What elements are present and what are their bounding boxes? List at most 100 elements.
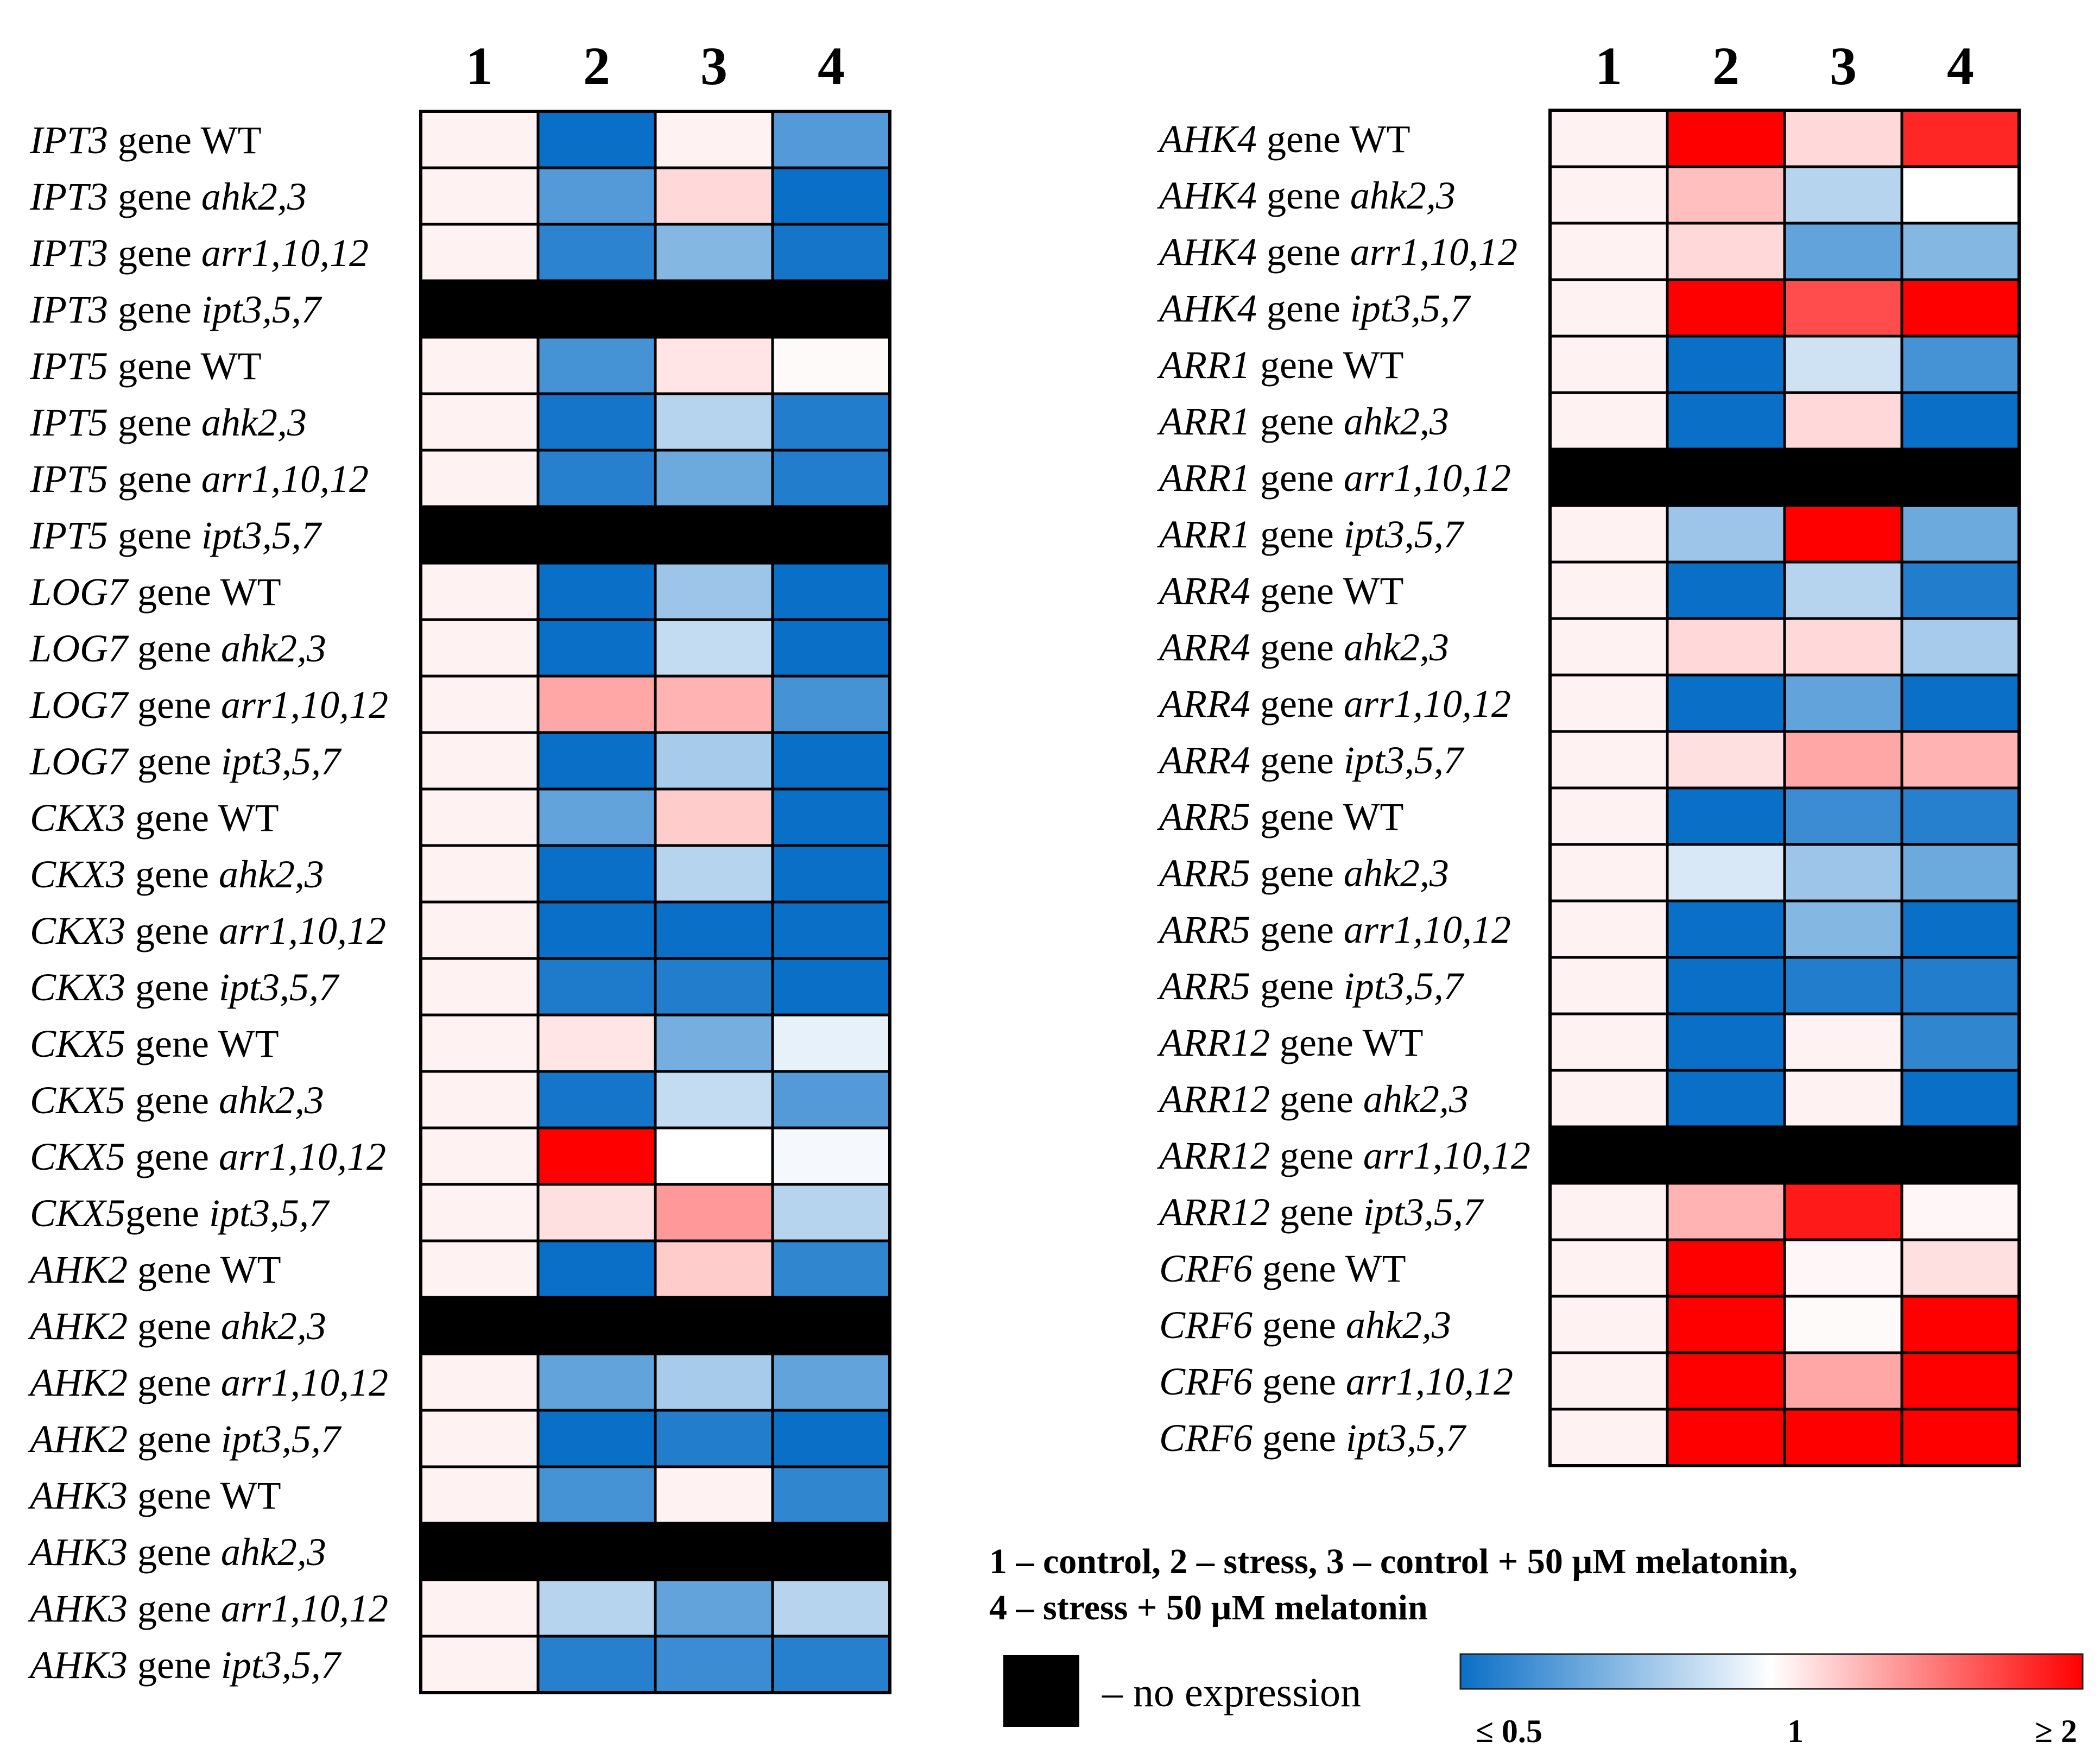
left-heatmap-cell (654, 392, 774, 452)
right-heatmap-cell (1900, 1182, 2021, 1241)
left-column-header-1: 1 (466, 36, 493, 96)
left-row-label: CKX3 gene WT (30, 796, 279, 840)
right-heatmap-cell (1666, 730, 1786, 790)
left-heatmap-cell (536, 1635, 657, 1694)
left-row-label: CKX3 gene ipt3,5,7 (30, 966, 340, 1009)
right-heatmap-cell (1900, 165, 2021, 225)
left-heatmap-cell (654, 223, 774, 282)
left-row-label: AHK2 gene arr1,10,12 (28, 1361, 388, 1404)
left-column-header-2: 2 (583, 36, 610, 96)
left-heatmap-cell (419, 279, 540, 339)
left-heatmap-cell (419, 1239, 540, 1299)
left-heatmap-cell (654, 957, 774, 1017)
right-heatmap-cell (1900, 1408, 2021, 1467)
left-heatmap-cell (419, 900, 540, 960)
right-heatmap-cell (1900, 1238, 2021, 1298)
right-heatmap-cell (1783, 843, 1903, 903)
right-row-label: ARR1 gene ahk2,3 (1157, 400, 1449, 443)
right-row-label: CRF6 gene ipt3,5,7 (1159, 1416, 1467, 1460)
right-heatmap-cell (1783, 335, 1903, 394)
left-row-label: CKX3 gene arr1,10,12 (30, 909, 386, 952)
left-heatmap-cell (771, 1409, 891, 1468)
left-row-label: IPT5 gene arr1,10,12 (29, 457, 369, 501)
left-heatmap-cell (419, 392, 540, 452)
right-heatmap-cell (1900, 1012, 2021, 1072)
left-heatmap-cell (771, 223, 891, 282)
right-heatmap-cell (1548, 1408, 1669, 1467)
left-heatmap-cell (536, 562, 657, 621)
right-heatmap-cell (1900, 1295, 2021, 1354)
legend-line-1: 1 – control, 2 – stress, 3 – control + 5… (989, 1542, 1798, 1581)
right-heatmap-cell (1666, 1351, 1786, 1411)
left-heatmap-cell (654, 1070, 774, 1130)
right-heatmap-cell (1783, 1182, 1903, 1241)
left-heatmap-cell (419, 1522, 540, 1581)
right-heatmap-cell (1783, 1351, 1903, 1411)
right-row-label: ARR1 gene ipt3,5,7 (1157, 513, 1465, 556)
right-heatmap-cell (1666, 1295, 1786, 1354)
right-heatmap-cell (1783, 165, 1903, 225)
right-heatmap-cell (1900, 1069, 2021, 1128)
left-heatmap-cell (536, 1465, 657, 1525)
no-expression-label: – no expression (1102, 1670, 1361, 1715)
left-heatmap-cell (536, 392, 657, 452)
right-row-label: ARR12 gene arr1,10,12 (1157, 1134, 1530, 1177)
left-row-label: IPT3 gene ipt3,5,7 (29, 288, 322, 331)
left-heatmap-cell (771, 1239, 891, 1299)
left-heatmap-cell (536, 1239, 657, 1299)
left-heatmap-cell (536, 223, 657, 282)
right-heatmap-cell (1548, 165, 1669, 225)
left-row-label: CKX3 gene ahk2,3 (30, 853, 324, 896)
right-heatmap-cell (1900, 617, 2021, 677)
right-heatmap-cell (1666, 617, 1786, 677)
left-heatmap-cell (419, 731, 540, 791)
left-heatmap-cell (419, 505, 540, 565)
no-expression-swatch (1003, 1655, 1079, 1727)
left-heatmap-cell (771, 1013, 891, 1073)
right-heatmap-cell (1666, 899, 1786, 959)
left-heatmap-cell (536, 787, 657, 847)
left-row-label: IPT5 gene ahk2,3 (29, 401, 307, 444)
right-row-label: ARR12 gene WT (1157, 1021, 1424, 1064)
left-heatmap-cell (419, 1635, 540, 1694)
right-heatmap-cell (1783, 1069, 1903, 1128)
left-heatmap-cell (654, 900, 774, 960)
left-heatmap-cell (419, 1296, 540, 1355)
left-heatmap-cell (419, 110, 540, 169)
left-row-label: LOG7 gene WT (29, 570, 281, 614)
right-heatmap-cell (1783, 222, 1903, 281)
left-heatmap-cell (771, 562, 891, 621)
left-grid-border (419, 110, 891, 1694)
left-row-label: AHK3 gene arr1,10,12 (28, 1587, 388, 1630)
left-heatmap-cell (771, 957, 891, 1017)
right-heatmap-cell (1666, 1182, 1786, 1241)
left-heatmap-cell (771, 1465, 891, 1525)
left-heatmap-cell (771, 505, 891, 565)
right-heatmap-cell (1548, 956, 1669, 1015)
left-heatmap-cell (654, 1635, 774, 1694)
right-column-header-1: 1 (1595, 36, 1622, 96)
right-row-label: ARR4 gene arr1,10,12 (1157, 682, 1511, 726)
right-heatmap-cell (1548, 730, 1669, 790)
left-heatmap-cell (419, 1465, 540, 1525)
left-heatmap-cell (536, 336, 657, 395)
right-heatmap-cell (1666, 1069, 1786, 1128)
left-heatmap-cell (771, 731, 891, 791)
right-heatmap-cell (1783, 1012, 1903, 1072)
legend: 1 – control, 2 – stress, 3 – control + 5… (989, 1542, 2084, 1749)
right-heatmap-cell (1666, 391, 1786, 451)
left-heatmap-cell (536, 1578, 657, 1638)
right-row-label: ARR5 gene arr1,10,12 (1157, 908, 1511, 951)
left-row-label: AHK2 gene ahk2,3 (28, 1304, 326, 1348)
left-row-label: LOG7 gene ahk2,3 (29, 627, 326, 670)
left-heatmap-cell (419, 336, 540, 395)
right-column-header-4: 4 (1947, 36, 1974, 96)
right-row-label: ARR5 gene ipt3,5,7 (1157, 964, 1465, 1008)
right-row-label: CRF6 gene arr1,10,12 (1159, 1360, 1513, 1403)
left-heatmap-cell (771, 787, 891, 847)
right-heatmap-cell (1900, 560, 2021, 620)
right-row-label: CRF6 gene WT (1159, 1247, 1406, 1290)
right-heatmap-cell (1900, 730, 2021, 790)
left-heatmap-cell (536, 900, 657, 960)
scale-min-label: ≤ 0.5 (1476, 1713, 1542, 1749)
